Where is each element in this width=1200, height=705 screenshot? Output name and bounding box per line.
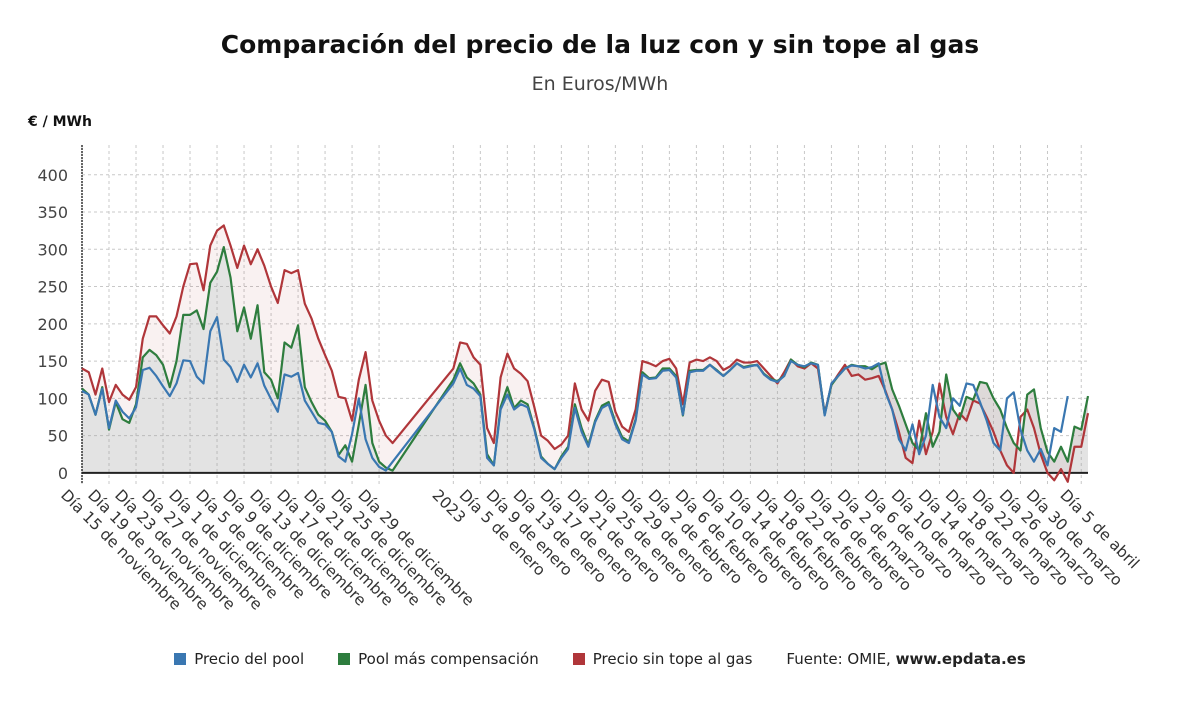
legend-swatch-compensacion (338, 653, 351, 665)
area-fills (82, 225, 1088, 482)
y-tick-labels: 0 50 100 150 200 250 300 350 400 (37, 166, 68, 483)
legend-item-compensacion[interactable]: Pool más compensación (338, 650, 539, 668)
chart-subtitle: En Euros/MWh (531, 73, 669, 95)
legend-swatch-pool (174, 653, 187, 665)
legend-item-sin-tope[interactable]: Precio sin tope al gas (572, 650, 753, 668)
y-tick-label: 100 (37, 389, 68, 408)
legend-label-pool: Precio del pool (194, 650, 305, 668)
legend-label-compensacion: Pool más compensación (358, 650, 539, 668)
source-credit: Fuente: OMIE, www.epdata.es (786, 650, 1025, 668)
chart-title: Comparación del precio de la luz con y s… (220, 30, 980, 59)
y-tick-label: 250 (37, 278, 68, 297)
series-line-pool (81, 316, 1069, 472)
y-axis-unit-label: € / MWh (28, 114, 92, 130)
grid-lines (81, 145, 1088, 484)
y-tick-label: 300 (37, 240, 68, 259)
y-tick-label: 50 (48, 427, 68, 446)
axes (81, 145, 1088, 484)
y-tick-label: 150 (37, 352, 68, 371)
legend-swatch-sin-tope (572, 653, 585, 665)
y-tick-label: 400 (37, 166, 68, 185)
compensacion-area-fill (82, 247, 1088, 473)
gap-area-fill (82, 225, 1088, 482)
y-tick-label: 0 (58, 464, 68, 483)
series-lines (81, 224, 1090, 483)
legend-item-pool[interactable]: Precio del pool (174, 650, 304, 668)
y-tick-label: 350 (37, 203, 68, 222)
legend: Precio del pool Pool más compensación Pr… (0, 650, 1200, 668)
source-prefix: Fuente: OMIE, (786, 650, 891, 668)
legend-label-sin-tope: Precio sin tope al gas (592, 650, 753, 668)
source-site: www.epdata.es (895, 650, 1026, 668)
series-line-sin-tope (81, 224, 1090, 483)
y-tick-label: 200 (37, 315, 68, 334)
